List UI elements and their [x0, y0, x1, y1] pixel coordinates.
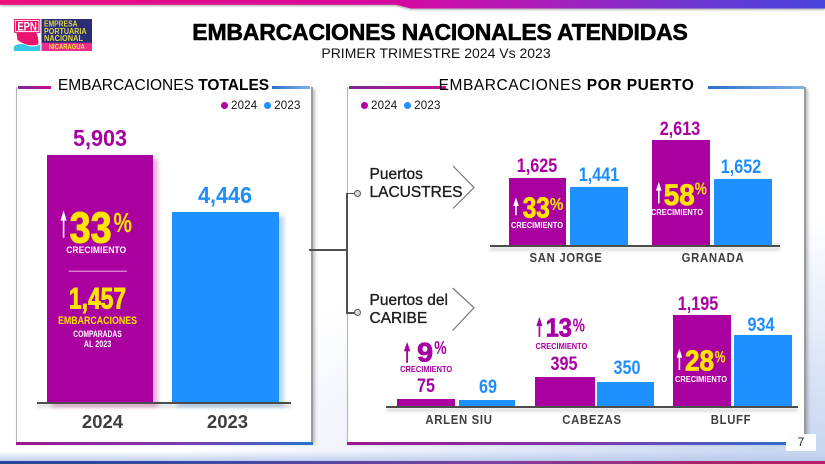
svg-text:%: %	[695, 180, 707, 199]
svg-text:CRECIMIENTO: CRECIMIENTO	[536, 341, 588, 351]
svg-text:1,457: 1,457	[69, 283, 126, 316]
svg-text:CRECIMIENTO: CRECIMIENTO	[675, 375, 728, 384]
svg-text:%: %	[715, 348, 726, 367]
svg-text:%: %	[550, 194, 564, 214]
svg-text:28: 28	[685, 346, 714, 378]
svg-text:NACIONAL: NACIONAL	[44, 34, 83, 43]
svg-text:%: %	[573, 315, 585, 335]
svg-text:13: 13	[546, 313, 572, 342]
svg-text:CRECIMIENTO: CRECIMIENTO	[400, 365, 453, 374]
svg-text:58: 58	[664, 180, 695, 212]
svg-text:33: 33	[70, 204, 112, 253]
svg-text:33: 33	[523, 193, 550, 225]
svg-text:PORTUARIA: PORTUARIA	[44, 27, 87, 36]
svg-text:9: 9	[417, 338, 433, 368]
svg-text:COMPARADAS: COMPARADAS	[73, 329, 121, 340]
svg-text:CRECIMIENTO: CRECIMIENTO	[511, 221, 564, 230]
svg-text:EPN: EPN	[17, 20, 37, 34]
svg-text:%: %	[114, 207, 133, 238]
svg-text:AL 2023: AL 2023	[84, 339, 112, 350]
svg-text:CRECIMIENTO: CRECIMIENTO	[66, 245, 126, 256]
svg-text:EMPRESA: EMPRESA	[44, 20, 78, 29]
svg-text:%: %	[434, 338, 446, 358]
svg-text:CRECIMIENTO: CRECIMIENTO	[651, 208, 704, 217]
svg-text:EMBARCACIONES: EMBARCACIONES	[58, 315, 137, 327]
svg-text:NICARAGUA: NICARAGUA	[49, 42, 85, 51]
